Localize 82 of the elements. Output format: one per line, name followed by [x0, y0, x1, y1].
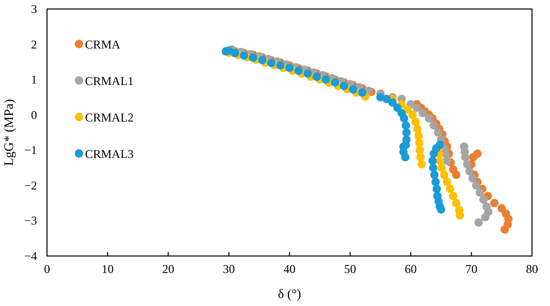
point [408, 110, 417, 120]
x-tick-label: 80 [526, 262, 538, 276]
point [431, 178, 440, 186]
point [258, 56, 266, 64]
x-tick-label: 0 [44, 262, 50, 276]
point [276, 61, 285, 70]
point [330, 78, 340, 87]
point [481, 212, 490, 222]
point [358, 88, 366, 97]
legend-label: CRMA [85, 38, 121, 52]
point [442, 156, 452, 165]
point [430, 170, 439, 180]
point [340, 82, 348, 90]
point [430, 121, 438, 130]
point [452, 198, 460, 208]
point [474, 218, 483, 227]
point [402, 121, 410, 130]
y-tick-label: −1 [24, 143, 37, 158]
point [440, 170, 448, 180]
legend-label: CRMAL2 [85, 110, 134, 124]
point [294, 66, 303, 75]
y-tick-label: −2 [24, 178, 37, 192]
point [416, 146, 424, 154]
y-tick-label: −4 [24, 249, 37, 263]
x-tick-label: 70 [465, 262, 478, 276]
point [442, 178, 452, 186]
point [415, 138, 424, 148]
point [432, 184, 442, 194]
point [303, 69, 312, 78]
point [413, 124, 422, 134]
y-tick-label: 2 [31, 37, 37, 52]
point [476, 188, 484, 197]
point [446, 184, 454, 194]
point [472, 181, 480, 190]
x-tick-label: 40 [284, 262, 296, 276]
x-tick-label: 20 [162, 262, 174, 276]
x-tick-label: 50 [344, 262, 356, 276]
point [416, 153, 425, 162]
point [412, 104, 422, 112]
point [417, 160, 426, 168]
point [465, 167, 474, 176]
point [382, 94, 391, 104]
point [468, 174, 477, 183]
point [490, 198, 499, 208]
y-tick-label: 0 [31, 108, 37, 122]
y-tick-label: 1 [31, 72, 37, 87]
point [248, 53, 258, 62]
y-axis-title: LgG* (MPa) [1, 99, 16, 166]
point [430, 149, 438, 158]
point [479, 195, 488, 204]
point [348, 85, 358, 94]
point [414, 132, 423, 140]
point [437, 164, 446, 172]
point [468, 153, 478, 162]
point [462, 160, 472, 168]
point [456, 211, 464, 220]
point [461, 153, 470, 162]
point [402, 128, 411, 137]
point [322, 75, 330, 84]
y-tick-label: −3 [24, 214, 37, 228]
point [452, 170, 460, 180]
x-tick-label: 10 [102, 262, 114, 276]
point [267, 58, 276, 68]
point [240, 51, 248, 60]
point [428, 164, 438, 172]
point [401, 153, 410, 162]
legend-label: CRMAL1 [85, 74, 134, 88]
legend-label: CRMAL3 [85, 147, 134, 161]
point [434, 128, 442, 137]
x-tick-label: 60 [404, 262, 417, 276]
point [285, 64, 294, 72]
point [411, 118, 420, 126]
point [388, 98, 397, 107]
point [428, 156, 437, 165]
x-tick-label: 30 [222, 262, 235, 276]
point [312, 72, 321, 81]
point [400, 114, 408, 123]
x-axis-title: δ (°) [278, 286, 302, 301]
point [424, 114, 434, 123]
y-tick-label: 3 [31, 2, 37, 16]
point [448, 192, 458, 200]
point [500, 225, 509, 234]
